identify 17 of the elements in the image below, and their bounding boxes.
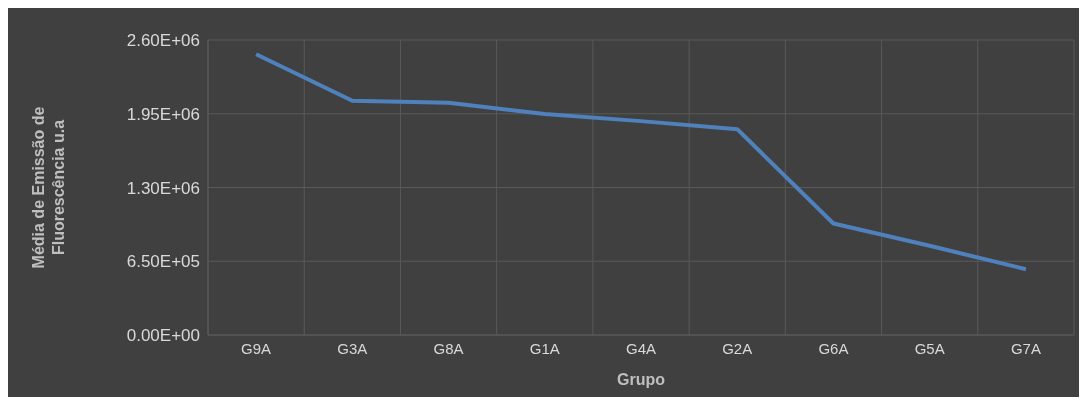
x-tick-label: G8A <box>433 339 464 357</box>
line-series <box>254 52 1028 272</box>
x-tick-label: G9A <box>241 339 272 357</box>
x-axis-title: Grupo <box>617 371 666 388</box>
y-axis-title: Média de Emissão de Fluorescência u.a <box>30 106 67 269</box>
y-tick-label: 6.50E+05 <box>126 252 200 272</box>
x-tick-label: G4A <box>625 339 657 357</box>
y-tick-label: 0.00E+00 <box>126 326 200 346</box>
x-tick-label: G2A <box>722 339 753 357</box>
y-tick-label: 2.60E+06 <box>126 31 200 51</box>
x-tick-label: G7A <box>1010 339 1041 357</box>
x-tick-label: G3A <box>337 339 368 357</box>
y-tick-label: 1.95E+06 <box>126 104 200 124</box>
x-tick-label: G6A <box>818 339 849 357</box>
y-tick-label: 1.30E+06 <box>126 178 200 198</box>
x-tick-label: G1A <box>529 339 560 357</box>
x-tick-label: G5A <box>914 339 945 357</box>
